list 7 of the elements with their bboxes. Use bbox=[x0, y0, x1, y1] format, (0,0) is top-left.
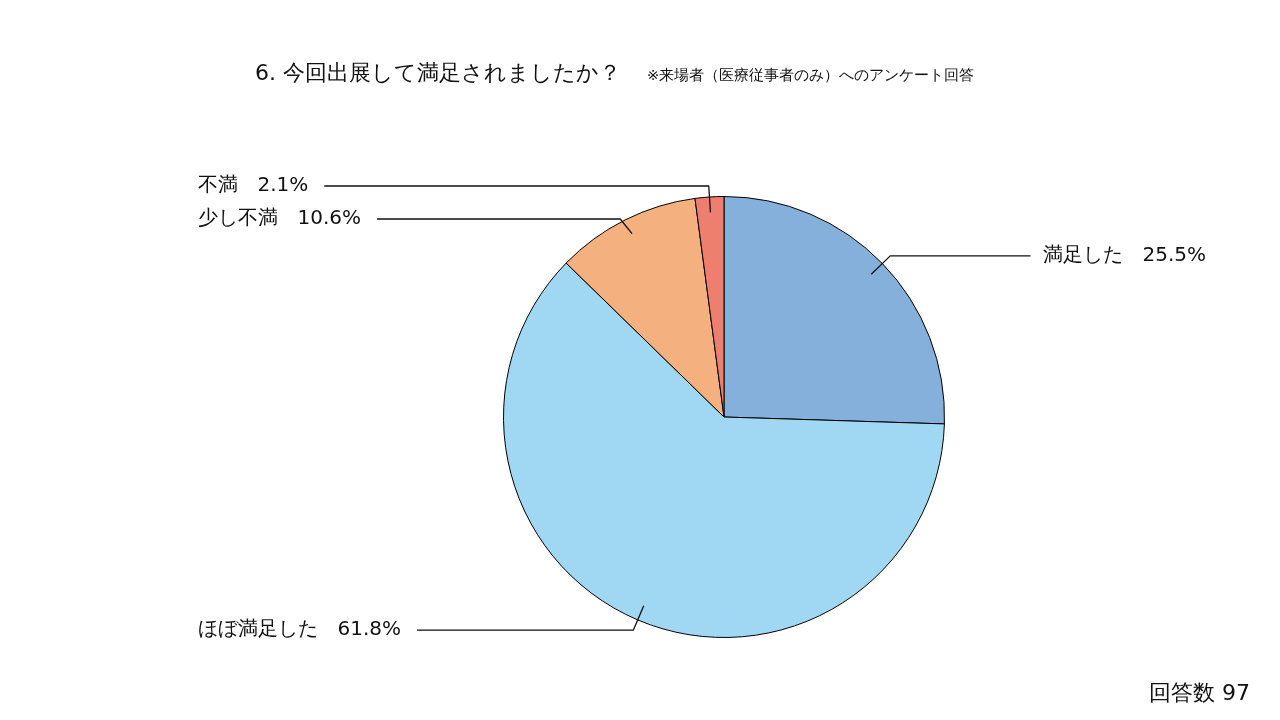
slice-label: 少し不満 10.6% bbox=[197, 205, 362, 230]
slice-label: 不満 2.1% bbox=[197, 172, 309, 197]
chart-subtitle: ※来場者（医療従事者のみ）へのアンケート回答 bbox=[646, 66, 975, 85]
chart-title: 6. 今回出展して満足されましたか？ bbox=[255, 59, 621, 87]
slice-label: ほぼ満足した 61.8% bbox=[197, 616, 402, 641]
text: 回答数 97 bbox=[1149, 679, 1250, 707]
slice-label: 満足した 25.5% bbox=[1042, 242, 1207, 267]
